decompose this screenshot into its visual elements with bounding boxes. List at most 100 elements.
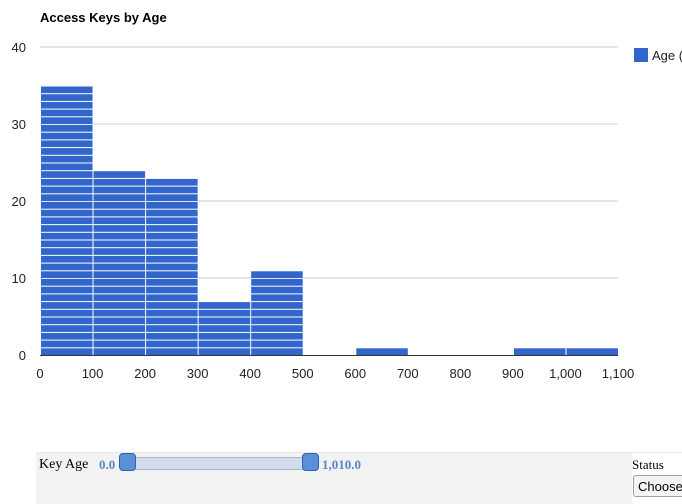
y-tick-label: 30 [12,117,26,132]
bar-segment [41,140,93,148]
bar-segment [41,186,93,194]
bar-segment [146,294,198,302]
y-tick-label: 0 [19,348,26,363]
bar-segment [93,340,146,348]
bar-segment [41,232,93,240]
bar-segment [41,340,93,348]
bar-segment [513,348,566,355]
bar-segment [146,317,198,325]
bar-segment [41,240,93,248]
bar-segment [93,209,146,217]
bar-segment [41,317,93,325]
bar-segment [41,286,93,294]
bar-segment [93,263,146,271]
key-age-max-handle[interactable] [302,453,319,471]
bar-segment [198,302,251,309]
bar-segment [93,302,146,309]
x-tick-label: 400 [239,366,261,381]
bar-segment [93,178,146,186]
bars [41,86,618,356]
status-select[interactable]: Choose [633,475,682,497]
filter-controls: Key Age 0.0 1,010.0 Status Choose [36,452,682,504]
key-age-label: Key Age [39,457,89,472]
bar-segment [198,332,251,340]
bar-segment [93,240,146,248]
bar-segment [41,209,93,217]
bar-segment [146,225,198,232]
bar-segment [41,309,93,317]
key-age-range-slider[interactable] [126,457,314,470]
legend[interactable]: Age ( [634,48,682,63]
histogram-bar[interactable] [566,348,618,355]
bar-segment [251,317,303,325]
bar-segment [146,178,198,186]
bar-segment [93,255,146,263]
bar-segment [146,332,198,340]
bar-segment [93,217,146,225]
bar-segment [146,232,198,240]
x-tick-label: 700 [397,366,419,381]
bar-segment [93,286,146,294]
bar-segment [41,109,93,117]
bar-segment [146,340,198,348]
bar-segment [41,271,93,278]
bar-segment [146,325,198,332]
bar-segment [198,325,251,332]
bar-segment [93,194,146,201]
bar-segment [251,271,303,278]
bar-segment [146,202,198,209]
bar-segment [41,225,93,232]
x-tick-label: 0 [36,366,43,381]
bar-segment [251,340,303,348]
bar-segment [93,309,146,317]
bar-segment [41,348,93,355]
bar-segment [41,279,93,286]
bar-segment [41,101,93,109]
status-filter: Status Choose [632,453,682,504]
bar-segment [146,186,198,194]
x-tick-label: 1,000 [549,366,582,381]
bar-segment [41,94,93,101]
x-tick-label: 800 [450,366,472,381]
bar-segment [41,163,93,171]
bar-segment [566,348,618,355]
bar-segment [251,279,303,286]
bar-segment [251,332,303,340]
bar-segment [41,302,93,309]
bar-segment [41,171,93,178]
y-tick-label: 20 [12,194,26,209]
histogram-bar[interactable] [146,178,198,355]
bar-segment [146,309,198,317]
histogram-bar[interactable] [356,348,408,355]
x-tick-label: 1,100 [602,366,635,381]
histogram-bar[interactable] [513,348,566,355]
legend-swatch [634,48,648,62]
bar-segment [41,194,93,201]
bar-segment [41,125,93,132]
bar-segment [93,171,146,178]
bar-segment [146,248,198,255]
bar-segment [146,194,198,201]
bar-segment [251,302,303,309]
bar-segment [41,178,93,186]
histogram-bar[interactable] [198,302,251,355]
y-tick-label: 40 [12,40,26,55]
histogram-bar[interactable] [251,271,303,355]
histogram-bar[interactable] [93,171,146,355]
bar-segment [93,271,146,278]
histogram-bar[interactable] [41,86,93,356]
bar-segment [198,348,251,355]
bar-segment [146,240,198,248]
bar-segment [146,286,198,294]
bar-segment [146,302,198,309]
bar-segment [251,286,303,294]
bar-segment [41,255,93,263]
key-age-min-handle[interactable] [119,453,136,471]
bar-segment [146,209,198,217]
bar-segment [251,294,303,302]
status-label: Status [632,457,664,472]
bar-segment [41,155,93,163]
bar-segment [93,332,146,340]
bar-segment [41,332,93,340]
bar-segment [93,202,146,209]
